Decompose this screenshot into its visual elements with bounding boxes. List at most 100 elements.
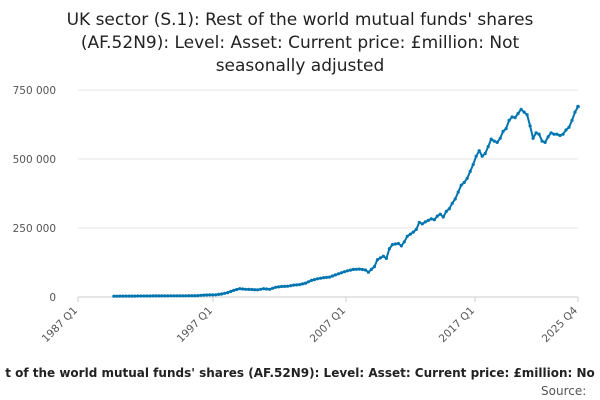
data-point [573,110,577,114]
data-point [187,294,191,298]
data-point [531,136,535,140]
data-point [423,220,427,224]
data-point [301,282,305,286]
title-line-3: seasonally adjusted [216,56,385,76]
data-point [417,220,421,225]
data-point [205,293,209,297]
data-point [172,294,176,298]
data-point [214,293,218,297]
data-point [459,183,463,187]
data-point [265,287,269,291]
data-point [160,294,164,298]
data-point [124,294,128,298]
data-point [513,116,517,120]
data-point [151,294,155,298]
data-point [474,154,478,158]
x-tick-label: 2007 Q1 [308,305,348,345]
data-point [244,287,248,291]
data-point [516,111,520,116]
data-point [274,285,278,289]
y-axis: 0 250 000 500 000 750 000 [13,85,56,304]
data-point [537,132,541,136]
data-point [226,291,230,295]
data-point [567,125,571,129]
data-point [357,267,361,271]
data-point [471,162,475,167]
data-point [330,274,335,278]
data-point [163,294,167,298]
footer-series-name: t of the world mutual funds' shares (AF.… [5,366,595,380]
data-point [444,209,448,213]
data-point [309,278,314,282]
data-point [414,227,418,231]
data-point [405,234,409,238]
data-point [549,131,553,135]
y-tick-label: 0 [49,292,56,304]
data-point [477,149,481,153]
data-point [399,244,403,248]
data-point [303,281,308,285]
data-point [157,294,161,298]
data-point [256,288,260,292]
data-point [130,294,134,298]
data-point [318,276,323,280]
data-point [510,115,514,119]
data-point [453,197,457,201]
data-point [534,131,538,135]
data-point [483,151,487,156]
data-point [112,294,116,298]
x-tick-label: 2025 Q4 [540,304,581,345]
data-point [576,104,580,109]
data-point [181,294,185,298]
data-point [220,292,224,296]
data-point [375,258,379,262]
series [112,104,580,298]
data-point [280,284,284,289]
data-point [420,222,424,226]
data-point [253,288,257,292]
data-point [133,294,137,298]
data-point [462,180,466,185]
data-point [408,232,412,236]
data-point [193,294,197,298]
data-point [283,284,287,288]
data-point [342,270,347,274]
data-point [360,267,364,272]
data-point [348,268,353,272]
data-point [235,287,239,292]
data-point [247,287,251,291]
data-point [271,286,275,290]
data-point [438,212,442,216]
data-point [435,214,439,218]
data-point [387,247,391,251]
data-point [295,283,299,287]
data-point [489,137,493,141]
data-point [561,132,565,136]
data-point [169,294,173,298]
data-point [184,294,188,298]
data-point [211,293,215,297]
data-point [336,272,341,276]
data-point [241,287,245,291]
data-point [339,271,344,275]
x-axis: 1987 Q1 1997 Q1 2007 Q1 2017 Q1 2025 Q4 [40,296,581,345]
data-point [384,256,388,260]
data-point [447,207,451,211]
title-line-2: (AF.52N9): Level: Asset: Current price: … [81,33,520,53]
data-point [154,294,158,298]
data-point [504,127,508,131]
data-point [127,294,131,298]
data-point [354,267,358,271]
data-point [372,265,376,269]
data-point [501,129,505,133]
data-point [238,287,242,291]
data-point [558,133,562,138]
data-point [570,118,574,122]
data-point [495,140,499,144]
data-point [115,294,119,298]
data-point [402,240,406,244]
data-point [522,110,526,114]
data-point [259,287,263,291]
data-point [564,128,568,132]
